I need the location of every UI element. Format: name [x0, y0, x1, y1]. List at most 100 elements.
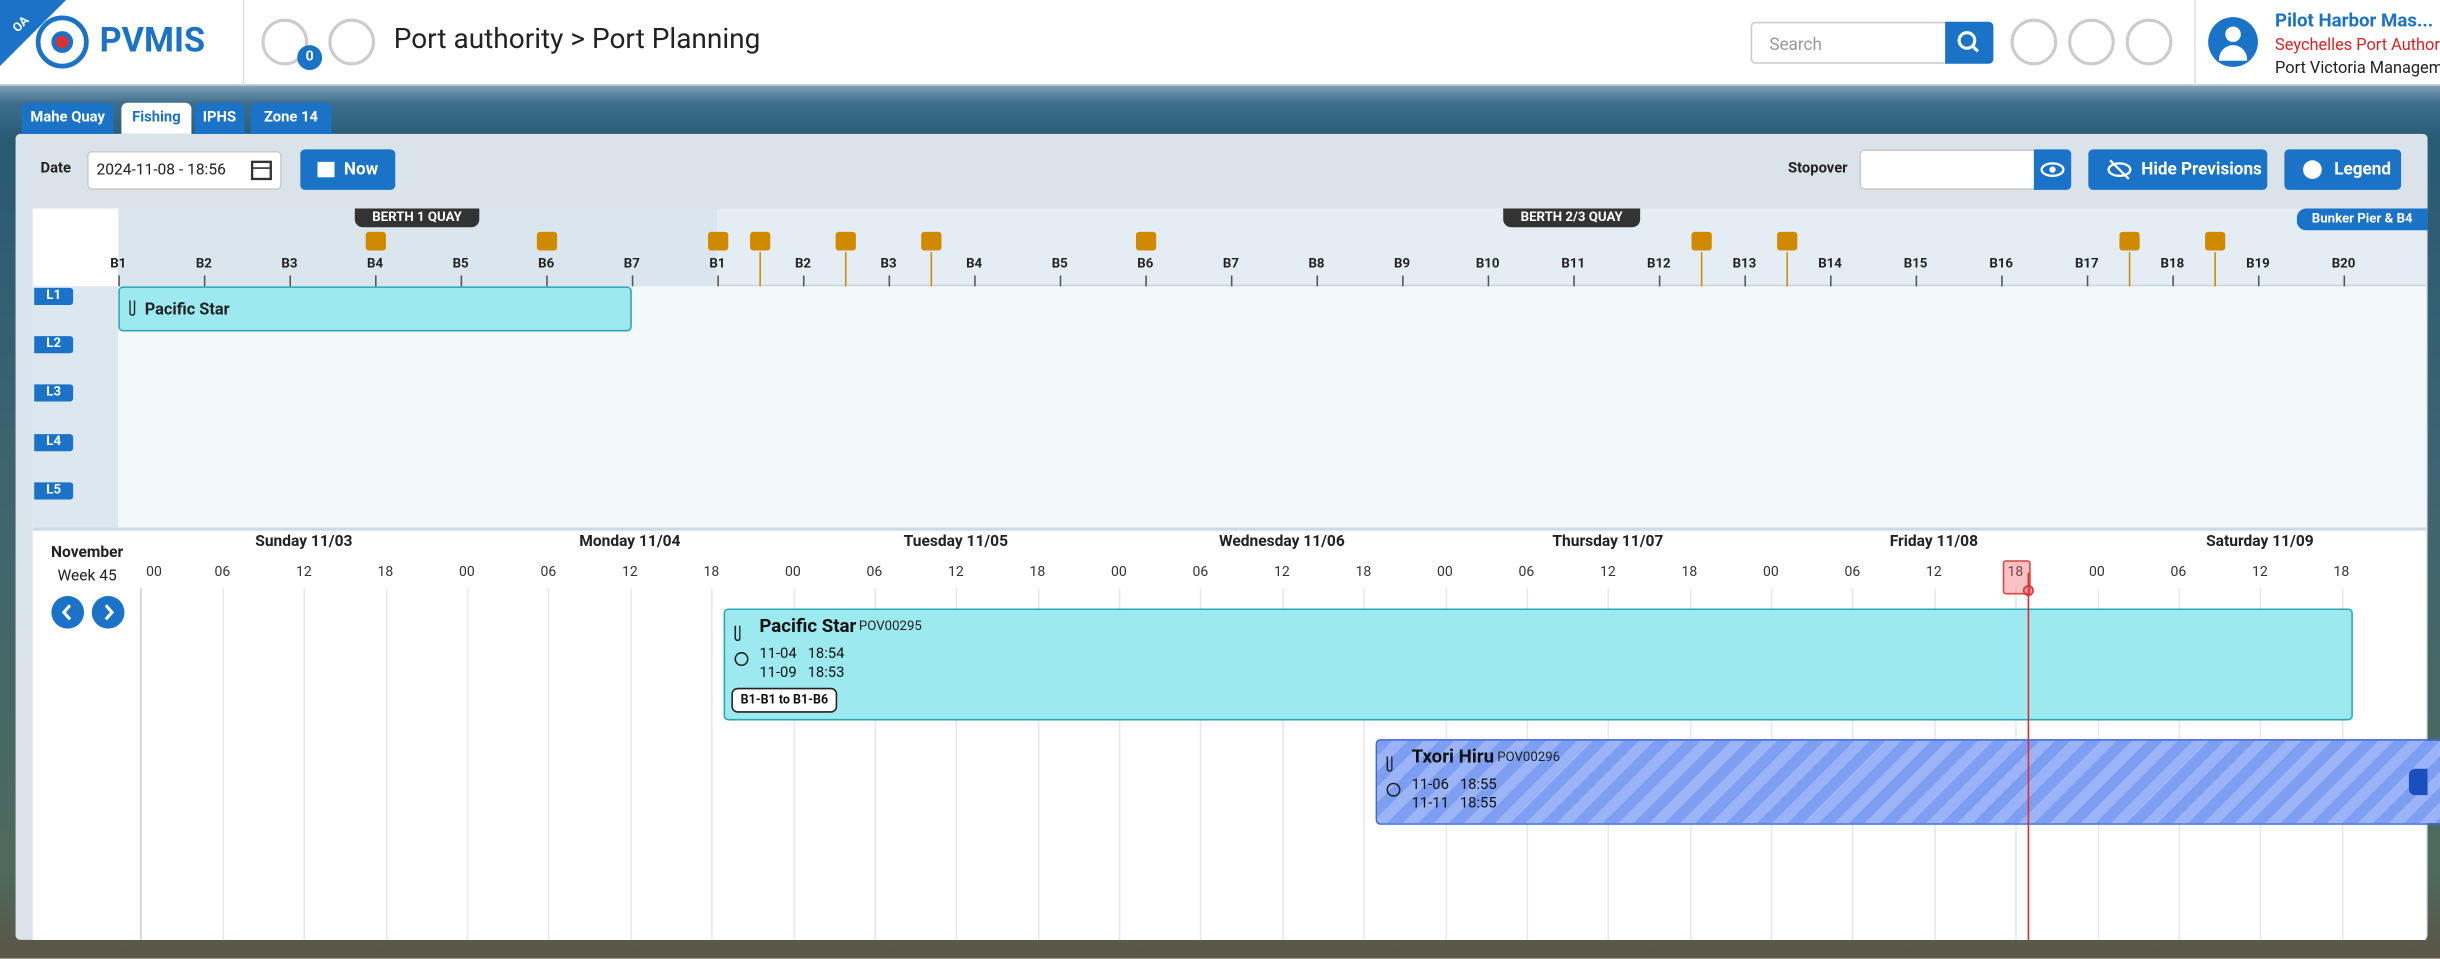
user-name: Pilot Harbor Mas...: [2275, 9, 2434, 32]
berth-label: B8: [1308, 256, 1325, 273]
logo[interactable]: PVMIS: [99, 21, 206, 61]
search-icon: [1957, 31, 1979, 53]
current-time-handle: [2023, 585, 2035, 596]
quay-label: BERTH 1 QUAY: [354, 208, 480, 228]
logo-core: [51, 31, 74, 53]
grid-line: [466, 588, 469, 940]
berth-label: B7: [1222, 256, 1239, 273]
facility-icon[interactable]: [921, 231, 942, 251]
berth-tick: [888, 275, 891, 287]
end-date: 11-11: [1411, 795, 1449, 813]
booking[interactable]: Pacific Star POV00295 11-04 18:54 11-09 18:53…: [723, 608, 2354, 721]
start-date: 11-06: [1411, 776, 1449, 794]
info-icon: [2303, 160, 2322, 179]
vessel-name: Txori Hiru: [1411, 745, 1495, 768]
now-button[interactable]: Now: [300, 149, 396, 190]
start-time: 18:54: [807, 645, 845, 663]
grid-line: [222, 588, 224, 940]
stopover-input[interactable]: [1859, 149, 2036, 190]
lane-label: L4: [34, 433, 74, 451]
settings-button[interactable]: [2068, 18, 2115, 66]
header: OA PVMIS 0 Port authority > Port Plannin…: [0, 0, 2440, 86]
berth-tick: [1915, 275, 1918, 287]
berth-tick: [1402, 275, 1404, 287]
hour-label: 06: [1192, 564, 1209, 581]
hide-previsions-button[interactable]: Hide Previsions: [2088, 149, 2268, 190]
berth-tick: [1230, 275, 1233, 287]
grid-line: [1200, 588, 1202, 940]
hour-label: 12: [1599, 564, 1616, 581]
breadcrumb: Port authority > Port Planning: [393, 23, 761, 57]
grid-line: [303, 588, 306, 940]
separator: [32, 527, 2427, 531]
facility-icon[interactable]: [365, 231, 386, 251]
tab[interactable]: Zone 14: [250, 102, 332, 134]
facility-icon[interactable]: [1691, 231, 1712, 251]
hour-label: 06: [2170, 564, 2187, 581]
hour-label: 18: [2007, 564, 2024, 581]
facility-icon[interactable]: [708, 231, 729, 251]
grid-line: [874, 588, 876, 940]
vessel-name: Pacific Star: [759, 614, 857, 637]
tab[interactable]: Mahe Quay: [21, 102, 114, 134]
facility-line: [1700, 252, 1703, 287]
end-time: 18:53: [807, 664, 845, 682]
hour-label: 00: [1110, 564, 1127, 581]
tab[interactable]: IPHS: [194, 102, 245, 134]
hour-label: 12: [1273, 564, 1290, 581]
hour-label: 12: [621, 564, 638, 581]
end-time: 18:55: [1459, 795, 1497, 813]
lane-vessel[interactable]: Pacific Star: [118, 286, 632, 332]
info-button[interactable]: [2125, 18, 2173, 66]
berth-label: B17: [2074, 256, 2099, 273]
legend-button[interactable]: Legend: [2284, 149, 2402, 190]
tab[interactable]: Fishing: [121, 102, 192, 134]
berth-label: B4: [966, 256, 983, 273]
start-date: 11-04: [759, 645, 797, 663]
berth-tick: [2172, 275, 2174, 287]
berth-tick: [203, 275, 206, 287]
hook-icon: [1386, 756, 1393, 772]
berth-tick: [2086, 275, 2089, 287]
day-label: Saturday 11/09: [2206, 533, 2314, 551]
previous-week-button[interactable]: [51, 595, 85, 629]
vessel-name: Pacific Star: [144, 298, 230, 320]
berth-tick: [2001, 275, 2003, 287]
avatar[interactable]: [2208, 17, 2258, 67]
facility-icon[interactable]: [536, 231, 558, 251]
facility-icon[interactable]: [1777, 231, 1798, 251]
facility-icon[interactable]: [2205, 231, 2226, 251]
hour-label: 06: [214, 564, 231, 581]
search-button[interactable]: [1945, 21, 1994, 64]
refresh-button[interactable]: [328, 18, 376, 66]
facility-line: [2214, 252, 2216, 287]
hour-label: 18: [1355, 564, 1372, 581]
berth-tick: [1316, 275, 1319, 287]
hour-label: 06: [1518, 564, 1535, 581]
berth-tick: [717, 275, 719, 287]
facility-icon[interactable]: [2119, 231, 2140, 251]
berth-label: B1: [110, 256, 127, 273]
berth-tick: [631, 275, 634, 287]
more-arrow[interactable]: [2408, 768, 2428, 796]
booking[interactable]: Txori Hiru POV00296 11-06 18:55 11-11 18:55: [1375, 739, 2440, 825]
facility-icon[interactable]: [1135, 231, 1157, 251]
lane-label: L1: [34, 287, 74, 306]
berth-label: B10: [1475, 256, 1500, 273]
power-button[interactable]: [2010, 18, 2058, 66]
hour-label: 12: [1926, 564, 1942, 581]
berth-label: B6: [1137, 256, 1154, 273]
chevron-left: [61, 604, 72, 621]
documents-button[interactable]: [261, 18, 309, 66]
grid-line: [1118, 588, 1121, 940]
bunker-link[interactable]: Bunker Pier & B4: [2296, 208, 2428, 231]
facility-icon[interactable]: [835, 231, 856, 251]
hour-label: 06: [540, 564, 557, 581]
date-input[interactable]: 2024-11-08 - 18:56: [87, 150, 282, 190]
facility-icon[interactable]: [750, 231, 771, 251]
calendar-icon[interactable]: [249, 157, 274, 182]
hour-label: 18: [703, 564, 720, 581]
stopover-button[interactable]: [2033, 149, 2072, 190]
berth-tick: [974, 275, 976, 287]
next-week-button[interactable]: [91, 595, 125, 629]
